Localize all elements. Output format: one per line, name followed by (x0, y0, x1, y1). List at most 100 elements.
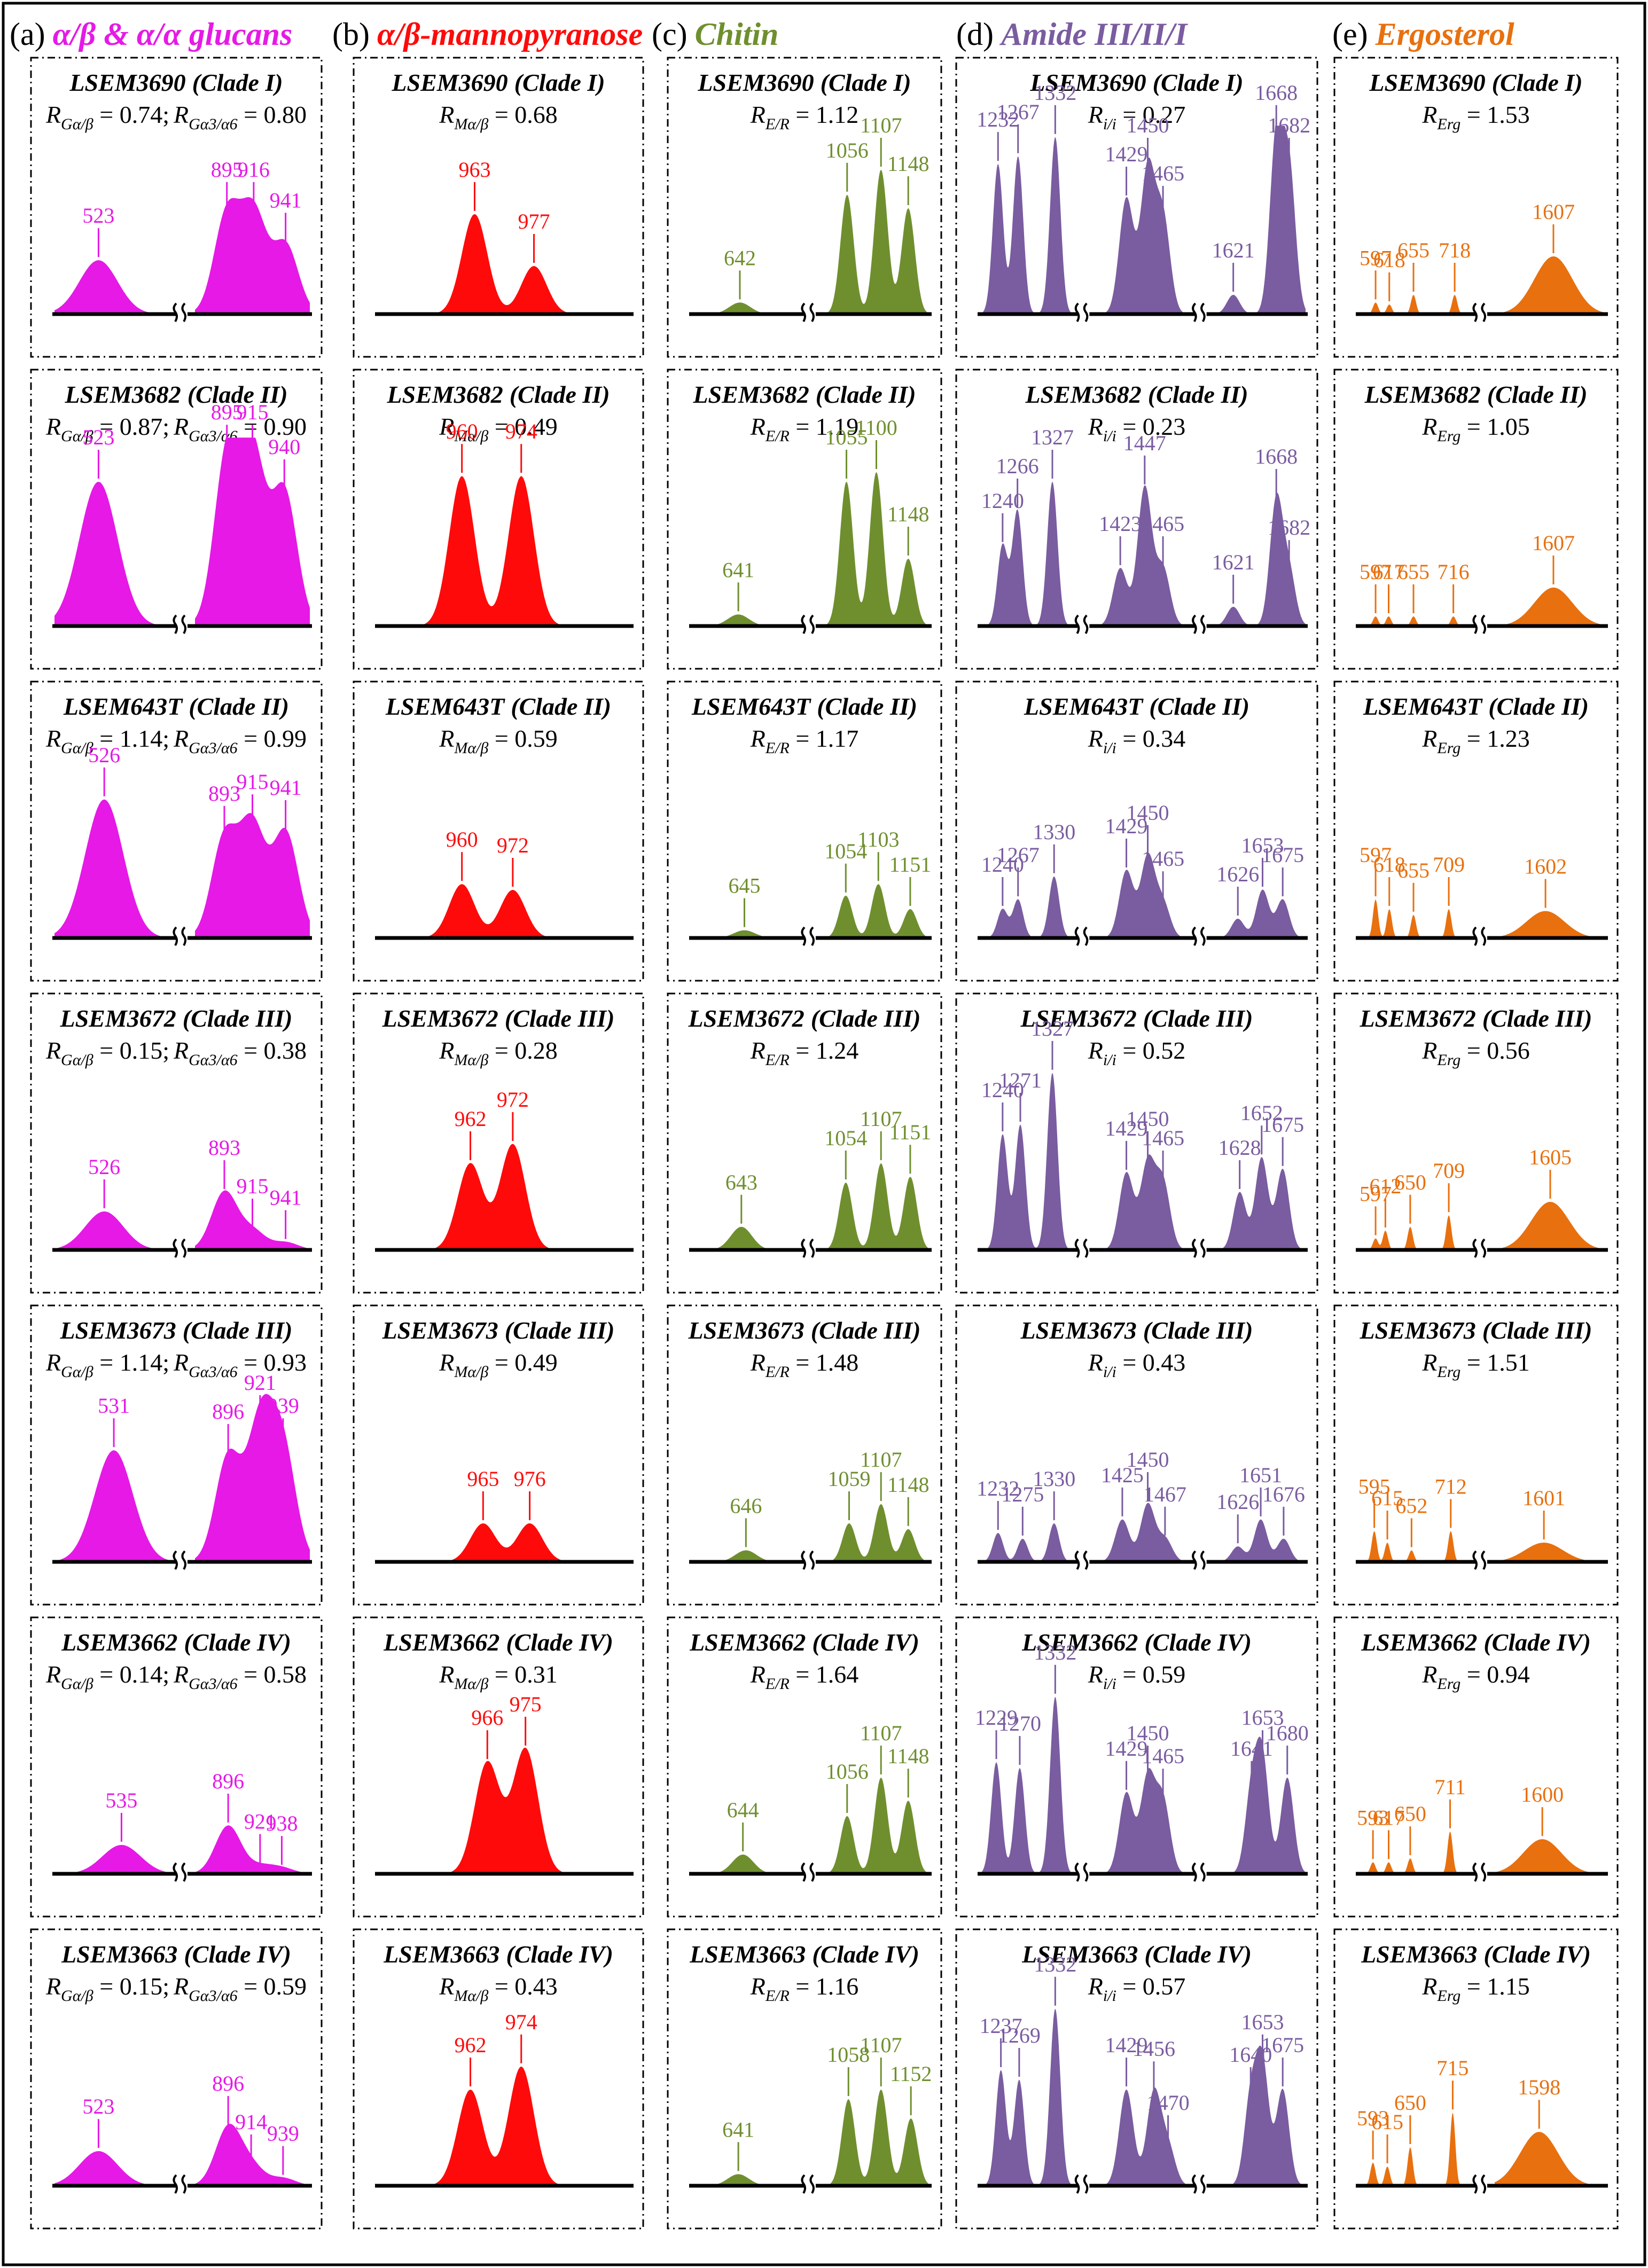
peak-label: 650 (1394, 2091, 1426, 2115)
ratio-text: RE/R = 1.16 (750, 1973, 859, 2005)
peak-label: 716 (1438, 560, 1470, 584)
panel-border (1333, 681, 1619, 982)
peak-label: 526 (88, 1155, 120, 1179)
peak-label: 1055 (825, 425, 868, 449)
panel-border (353, 369, 644, 670)
panel-0-3: LSEM3690 (Clade I) Ri/i = 0.27 123212671332… (955, 57, 1318, 358)
spectrum-segment-1 (823, 170, 930, 314)
peak-label: 1152 (890, 2062, 932, 2086)
panel-border (667, 1928, 942, 2230)
strain-title: LSEM643T (Clade II) (1363, 693, 1589, 720)
strain-title: LSEM3672 (Clade III) (382, 1005, 615, 1032)
peak-label: 652 (1395, 1493, 1427, 1518)
axis-break-icon (801, 1238, 815, 1258)
peak-label: 1652 (1240, 1101, 1283, 1125)
strain-title: LSEM643T (Clade II) (63, 693, 289, 720)
strain-title: LSEM3673 (Clade III) (1360, 1317, 1592, 1344)
column-headers: (a) α/β & α/α glucans (b) α/β-mannopyranose… (10, 17, 1514, 52)
peak-label: 965 (467, 1467, 499, 1491)
spectrum-segment-1 (195, 1394, 310, 1562)
panel-border (955, 57, 1318, 358)
spectrum-segment-0 (54, 482, 169, 626)
peak-label: 1429 (1105, 1737, 1148, 1761)
peak-label: 1450 (1127, 1448, 1169, 1472)
peak-label: 1148 (887, 1744, 930, 1768)
spectrum-segment-0 (54, 799, 169, 938)
peak-label: 615 (1371, 1486, 1403, 1510)
peak-label: 963 (458, 158, 490, 182)
col-title: Amide III/II/I (999, 17, 1189, 52)
axis-break-icon (1472, 926, 1486, 947)
axis-break-icon (801, 614, 815, 635)
peak-label: 1107 (860, 1448, 902, 1472)
spectrum-segment-1 (823, 1163, 930, 1250)
peak-label: 1429 (1105, 142, 1148, 166)
peak-label: 939 (267, 2122, 299, 2146)
col-title: α/β & α/α glucans (53, 17, 293, 52)
peak-label: 535 (105, 1788, 137, 1812)
ratio-text: RGα/β = 0.87; RGα3/α6 = 0.90 (45, 413, 307, 445)
spectrum-segment-0 (377, 2066, 631, 2186)
peak-label: 938 (265, 1811, 298, 1835)
peak-label: 1332 (1034, 1640, 1076, 1664)
strain-title: LSEM3682 (Clade II) (64, 381, 287, 408)
strain-title: LSEM643T (Clade II) (385, 693, 611, 720)
panel-2-3: LSEM643T (Clade II) Ri/i = 0.34 12401267133… (955, 681, 1318, 982)
panel-3-0: LSEM3672 (Clade III) RGα/β = 0.15; RGα3/α6 … (30, 992, 323, 1294)
peak-label: 644 (727, 1798, 759, 1822)
strain-title: LSEM3682 (Clade II) (386, 381, 610, 408)
col-letter: (d) (956, 17, 994, 52)
peak-label: 976 (514, 1467, 546, 1491)
spectrum-segment-1 (195, 437, 310, 626)
spectrum-segment-1 (1495, 588, 1606, 626)
strain-title: LSEM3662 (Clade IV) (61, 1629, 291, 1656)
peak-label: 1675 (1261, 2033, 1304, 2057)
axis-break-icon (173, 302, 186, 323)
spectrum-segment-0 (691, 1550, 798, 1562)
spectrum-segment-0 (1358, 1215, 1469, 1250)
peak-label: 1467 (1144, 1482, 1186, 1506)
spectrum-segment-2 (1214, 1157, 1306, 1250)
peak-label: 1056 (826, 138, 869, 162)
peak-label: 1229 (975, 1706, 1018, 1730)
peak-label: 1266 (996, 454, 1039, 478)
peak-label: 1100 (855, 416, 897, 440)
axis-break-icon (1074, 614, 1089, 635)
peak-label: 642 (724, 246, 756, 270)
axis-break-icon (1192, 614, 1206, 635)
peak-label: 641 (722, 558, 754, 582)
panel-2-0: LSEM643T (Clade II) RGα/β = 1.14; RGα3/α6 =… (30, 681, 323, 982)
peak-label: 1429 (1105, 1116, 1148, 1140)
spectrum-segment-0 (54, 1211, 169, 1250)
spectrum-segment-1 (1097, 853, 1189, 938)
panel-border (30, 1616, 323, 1918)
peak-label: 1447 (1123, 431, 1166, 455)
peak-label: 1605 (1529, 1145, 1572, 1169)
peak-label: 1332 (1034, 81, 1076, 105)
spectrum-segment-1 (1097, 485, 1189, 626)
panel-border (1333, 992, 1619, 1294)
axis-break-icon (1472, 302, 1486, 323)
spectrum-segment-2 (1214, 2045, 1306, 2186)
peak-label: 523 (82, 2094, 114, 2118)
spectrum-segment-0 (980, 137, 1072, 314)
panel-border (353, 992, 644, 1294)
spectrum-segment-0 (1358, 1832, 1469, 1874)
peak-label: 1602 (1524, 855, 1567, 879)
axis-break-icon (801, 302, 815, 323)
spectrum-segment-1 (195, 2124, 310, 2186)
peak-label: 1107 (860, 113, 902, 137)
peak-label: 711 (1434, 1775, 1466, 1799)
peak-label: 1148 (887, 152, 930, 176)
peak-label: 1598 (1518, 2075, 1560, 2099)
peak-label: 1332 (1034, 1952, 1076, 1976)
strain-title: LSEM3673 (Clade III) (382, 1317, 615, 1344)
peak-label: 940 (268, 435, 300, 459)
